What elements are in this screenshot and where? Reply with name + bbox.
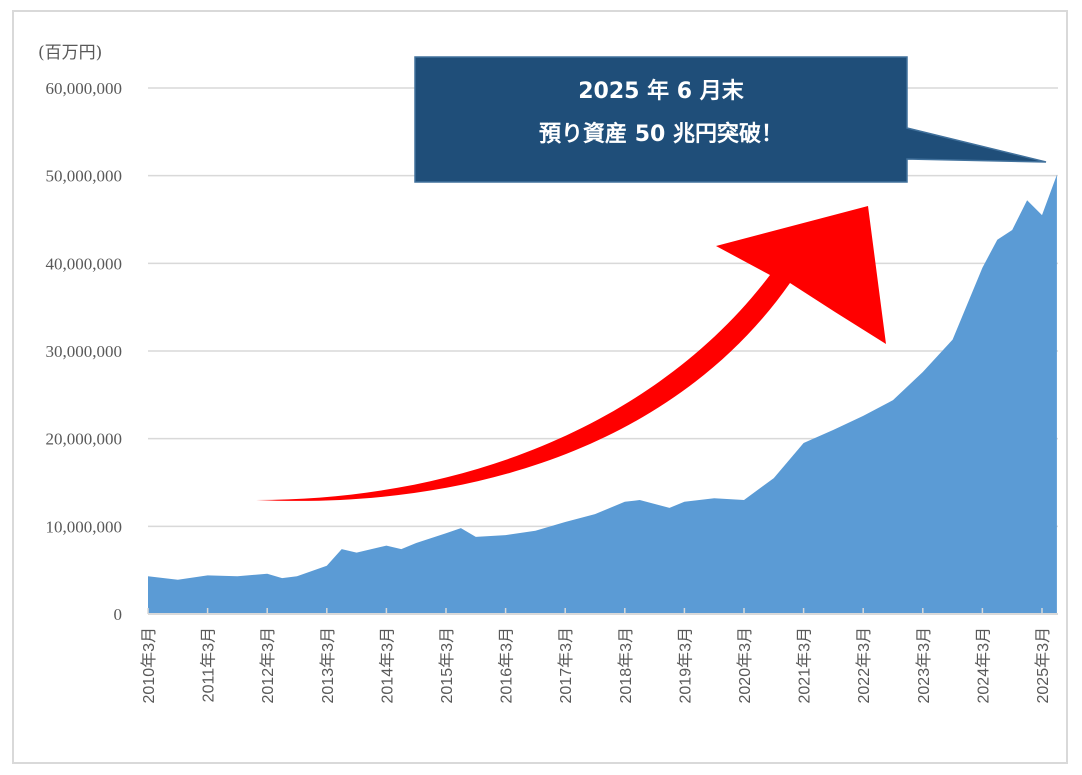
chart-frame [12,10,1068,764]
y-tick-label: 30,000,000 [46,342,123,361]
y-tick-label: 50,000,000 [46,167,123,186]
x-tick-label: 2022年3月 [855,627,873,704]
x-tick-label: 2017年3月 [557,627,575,704]
x-tick-label: 2021年3月 [796,627,814,704]
y-unit-label: (百万円) [38,43,102,63]
x-tick-label: 2013年3月 [319,627,337,704]
x-tick-label: 2015年3月 [438,627,456,704]
callout-line2: 預り資産 50 兆円突破！ [539,121,783,147]
growth-arrow [256,206,886,501]
x-tick-label: 2019年3月 [676,627,694,704]
x-tick-label: 2018年3月 [617,627,635,704]
x-tick-label: 2012年3月 [259,627,277,704]
y-tick-label: 10,000,000 [46,517,123,536]
x-tick-label: 2014年3月 [378,627,396,704]
x-tick-label: 2010年3月 [140,627,158,704]
asset-area-series [148,174,1057,615]
callout-line1: 2025 年 6 月末 [578,78,745,104]
x-tick-label: 2024年3月 [974,627,992,704]
x-tick-label: 2011年3月 [200,627,218,702]
y-tick-label: 60,000,000 [46,79,123,98]
x-tick-label: 2025年3月 [1034,627,1052,704]
callout: 2025 年 6 月末 預り資産 50 兆円突破！ [414,56,1047,183]
y-tick-label: 20,000,000 [46,430,123,449]
x-tick-label: 2023年3月 [915,627,933,704]
y-tick-label: 0 [114,605,123,624]
callout-box [414,56,1047,183]
y-tick-label: 40,000,000 [46,254,123,273]
x-tick-label: 2020年3月 [736,627,754,704]
x-tick-label: 2016年3月 [498,627,516,704]
